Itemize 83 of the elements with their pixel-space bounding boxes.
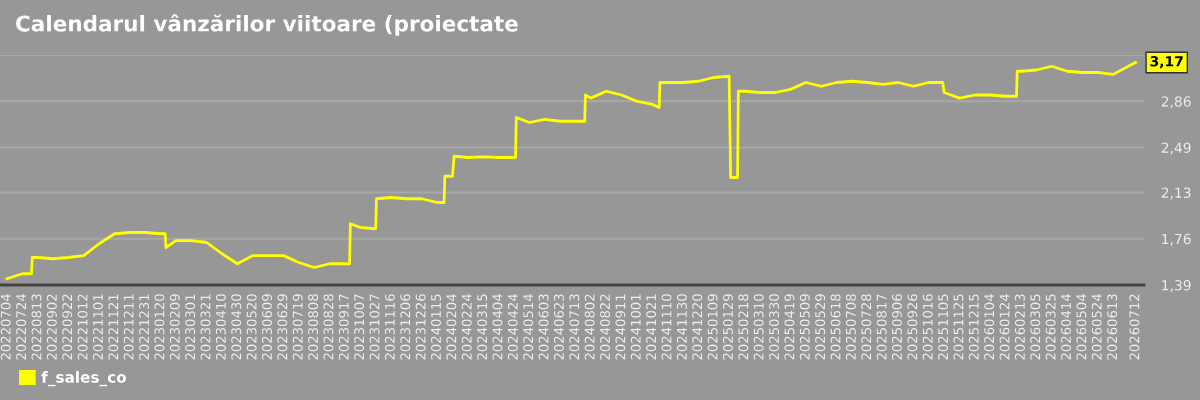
x-tick-label: 20230430 (231, 294, 242, 360)
line-series (5, 61, 1137, 281)
x-tick-label: 20230828 (323, 294, 334, 360)
x-tick-label: 20240802 (584, 294, 595, 360)
x-tick-label: 20260504 (1076, 294, 1087, 360)
x-tick-label: 20221101 (92, 294, 103, 360)
x-tick-label: 20230321 (200, 294, 211, 360)
x-tick-label: 20230520 (246, 294, 257, 360)
x-tick-label: 20230120 (154, 294, 165, 360)
x-tick-label: 20221231 (139, 294, 150, 360)
y-tick-label: 1,76 (1162, 233, 1191, 246)
x-tick-label: 20250109 (707, 294, 718, 360)
x-tick-label: 20230209 (169, 294, 180, 360)
legend-label: f_sales_co (41, 371, 127, 387)
y-tick-label: 2,49 (1161, 142, 1191, 155)
x-tick-label: 20260213 (1014, 294, 1025, 360)
x-tick-label: 20240224 (461, 294, 472, 360)
x-tick-label: 20240603 (538, 294, 549, 360)
chart-title: Calendarul vânzărilor viitoare (proiectate (16, 14, 518, 36)
x-tick-label: 20250817 (876, 294, 887, 360)
x-tick-label: 20240911 (615, 294, 626, 360)
x-tick-label: 20250926 (907, 294, 918, 360)
x-tick-label: 20240204 (446, 294, 457, 360)
x-tick-label: 20230719 (292, 294, 303, 360)
x-tick-label: 20260712 (1129, 294, 1140, 360)
x-tick-label: 20240514 (523, 294, 534, 360)
x-tick-label: 20260613 (1107, 294, 1118, 360)
x-tick-label: 20241220 (692, 294, 703, 360)
x-tick-label: 20240424 (507, 294, 518, 360)
x-tick-label: 20240315 (477, 294, 488, 360)
x-tick-label: 20250330 (769, 294, 780, 360)
x-tick-label: 20240713 (569, 294, 580, 360)
x-tick-label: 20220922 (62, 294, 73, 360)
x-tick-label: 20220704 (0, 294, 11, 360)
x-tick-label: 20250419 (784, 294, 795, 360)
x-tick-label: 20250129 (722, 294, 733, 360)
x-tick-label: 20250310 (753, 294, 764, 360)
x-tick-label: 20241021 (646, 294, 657, 360)
x-tick-label: 20251215 (968, 294, 979, 360)
x-tick-label: 20250906 (891, 294, 902, 360)
x-tick-label: 20221012 (77, 294, 88, 360)
x-tick-label: 20220902 (46, 294, 57, 360)
data-label: 3,17 (1150, 56, 1183, 69)
x-tick-label: 20250529 (815, 294, 826, 360)
x-tick-label: 20250218 (738, 294, 749, 360)
x-tick-label: 20250708 (845, 294, 856, 360)
x-tick-label: 20241130 (676, 294, 687, 360)
x-tick-label: 20240623 (553, 294, 564, 360)
x-tick-label: 20250618 (830, 294, 841, 360)
x-tick-label: 20240115 (431, 294, 441, 360)
x-tick-label: 20251125 (953, 294, 964, 360)
x-tick-label: 20240404 (492, 294, 503, 360)
x-tick-label: 20231206 (400, 294, 411, 360)
x-tick-label: 20260104 (984, 294, 995, 360)
x-tick-label: 20221211 (123, 294, 134, 360)
x-tick-label: 20250728 (861, 294, 872, 360)
x-tick-label: 20231027 (369, 294, 380, 360)
x-tick-label: 20240822 (600, 294, 611, 360)
x-tick-label: 20220813 (31, 294, 42, 360)
x-tick-label: 20251105 (938, 294, 949, 360)
x-tick-label: 20260325 (1045, 294, 1056, 360)
x-tick-label: 20221121 (108, 294, 119, 360)
x-tick-label: 20260305 (1030, 294, 1041, 360)
x-tick-label: 20231116 (384, 294, 395, 360)
x-tick-label: 20251016 (922, 294, 933, 360)
y-tick-label: 2,86 (1161, 96, 1191, 109)
y-tick-label: 1,39 (1162, 279, 1191, 292)
x-tick-label: 20230609 (261, 294, 272, 360)
x-tick-label: 20250509 (799, 294, 810, 360)
x-tick-label: 20220724 (16, 294, 27, 360)
x-tick-label: 20230808 (308, 294, 319, 360)
x-tick-label: 20230410 (215, 294, 226, 360)
x-tick-label: 20260414 (1061, 294, 1071, 360)
x-tick-label: 20260524 (1091, 294, 1102, 360)
x-tick-label: 20230301 (185, 294, 196, 360)
x-tick-label: 20230917 (338, 294, 349, 360)
y-tick-label: 2,13 (1161, 187, 1191, 200)
x-tick-label: 20231226 (415, 294, 426, 360)
x-tick-label: 20241110 (661, 294, 672, 360)
x-tick-label: 20231007 (354, 294, 365, 360)
x-tick-label: 20260124 (999, 294, 1010, 360)
x-tick-label: 20241001 (630, 294, 641, 360)
x-tick-label: 20230629 (277, 294, 288, 360)
